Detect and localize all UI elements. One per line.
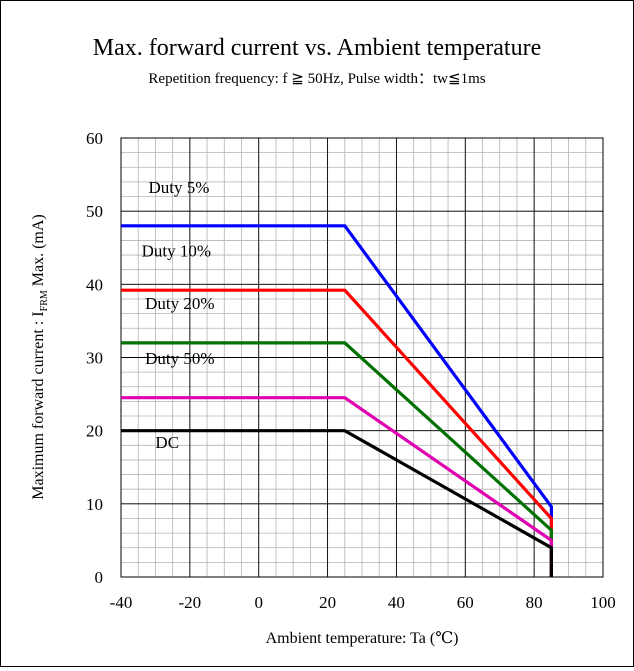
x-tick-label: 0 — [254, 593, 263, 612]
series-line-duty-50 — [121, 396, 554, 577]
series-layer — [121, 224, 554, 577]
series-line-duty-10 — [121, 288, 554, 577]
series-label: Duty 50% — [145, 349, 214, 368]
x-tick-label: -20 — [179, 593, 202, 612]
series-label-layer: Duty 5% Duty 10% Duty 20% Duty 50% DC — [142, 178, 215, 452]
x-tick-label: 40 — [388, 593, 405, 612]
series-label: Duty 20% — [145, 294, 214, 313]
x-tick-label: 100 — [590, 593, 616, 612]
series-label: Duty 10% — [142, 242, 211, 261]
y-tick-label: 10 — [86, 495, 103, 514]
x-tick-label: -40 — [110, 593, 133, 612]
y-tick-label: 60 — [86, 129, 103, 148]
series-line-dc — [121, 429, 554, 577]
series-label: DC — [155, 433, 179, 452]
y-tick-label: 40 — [86, 275, 103, 294]
plot-area-border — [120, 137, 604, 578]
x-tick-label: 20 — [319, 593, 336, 612]
y-tick-label: 0 — [95, 568, 104, 587]
y-axis-label-subscript: FRM — [39, 290, 50, 311]
y-tick-label: 30 — [86, 349, 103, 368]
y-tick-label: 50 — [86, 202, 103, 221]
series-label: Duty 5% — [149, 178, 210, 197]
x-tick-label: 60 — [457, 593, 474, 612]
x-tick-label: 80 — [526, 593, 543, 612]
y-axis-ticks: 0 10 20 30 40 50 60 — [86, 129, 103, 587]
y-axis-label: Maximum forward current : IFRM Max. (mA) — [30, 214, 50, 500]
chart-title: Max. forward current vs. Ambient tempera… — [93, 35, 542, 61]
chart-subtitle: Repetition frequency: f ≧ 50Hz, Pulse wi… — [148, 71, 485, 87]
y-tick-label: 20 — [86, 422, 103, 441]
y-axis-label-suffix: Max. (mA) — [30, 214, 47, 290]
y-axis-label-prefix: Maximum forward current : I — [30, 311, 47, 499]
x-axis-ticks: -40 -20 0 20 40 60 80 100 — [110, 593, 616, 612]
x-axis-label: Ambient temperature: Ta (℃) — [266, 630, 459, 647]
